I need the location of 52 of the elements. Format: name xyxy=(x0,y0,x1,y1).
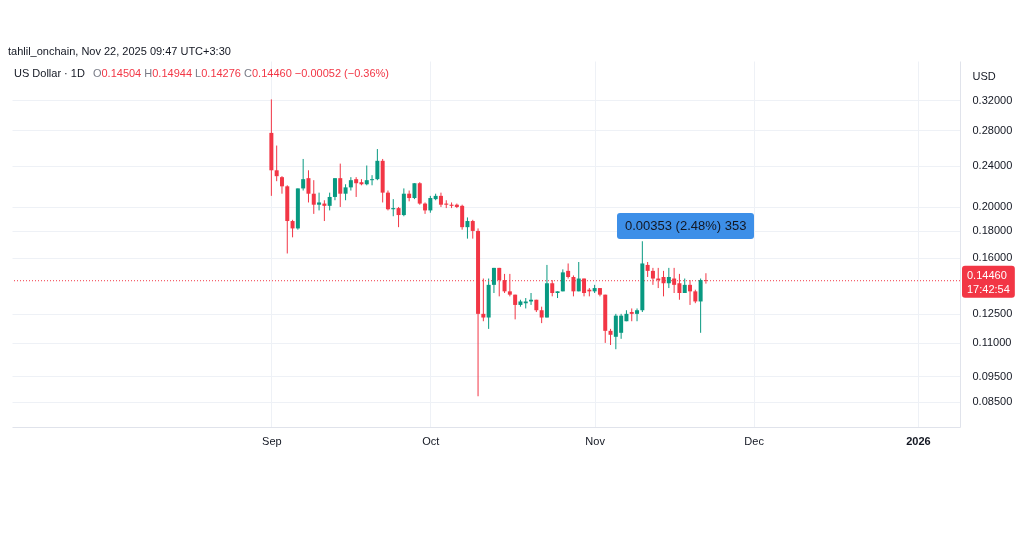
y-tick-label: 0.08500 xyxy=(972,395,1013,408)
candlestick xyxy=(348,176,353,192)
candlestick xyxy=(354,176,359,198)
candlestick xyxy=(385,190,390,211)
text: US Dollar · 1D xyxy=(14,67,85,79)
candlestick xyxy=(311,179,316,215)
x-tick-label: Nov xyxy=(585,434,606,447)
candlestick xyxy=(661,270,666,297)
y-tick-label: 0.18000 xyxy=(972,224,1013,237)
ref-line-label: 0.14460 xyxy=(967,268,1007,281)
candlestick xyxy=(396,206,401,228)
y-tick-label: 0.32000 xyxy=(972,93,1013,106)
candlestick xyxy=(370,174,375,186)
candlestick xyxy=(698,278,703,334)
annotation: 0.00353 (2.48%) 353 xyxy=(625,218,747,233)
y-tick-label: 0.16000 xyxy=(972,251,1013,264)
candlestick xyxy=(306,169,311,203)
candlestick xyxy=(576,261,581,292)
callout-box: 0.00353 (2.48%) 353 xyxy=(617,213,755,239)
candlestick xyxy=(502,273,507,294)
candlestick xyxy=(375,148,380,181)
candlestick xyxy=(338,163,343,208)
candlestick xyxy=(491,267,496,294)
candlestick xyxy=(401,187,406,217)
candlestick xyxy=(635,307,640,322)
candlestick xyxy=(274,145,279,182)
candlestick xyxy=(417,181,422,206)
x-tick-label: Oct xyxy=(422,434,440,447)
y-tick-label: 0.24000 xyxy=(972,159,1013,171)
candlestick xyxy=(279,175,284,195)
y-tick-label: 0.28000 xyxy=(972,123,1013,136)
x-tick-label: 2026 xyxy=(906,434,931,447)
candlestick xyxy=(513,294,518,320)
candlestick xyxy=(301,158,306,192)
candlestick xyxy=(470,219,475,240)
text: 17:42:54 xyxy=(967,282,1010,295)
y-axis-title: USD xyxy=(972,69,996,82)
y-tick-label: 0.20000 xyxy=(972,200,1013,213)
candlestick xyxy=(332,177,337,201)
candlestick xyxy=(566,262,571,280)
candlestick xyxy=(364,165,369,186)
candlestick xyxy=(465,216,470,240)
candlestick xyxy=(666,267,671,289)
y-tick-label: 0.11000 xyxy=(972,336,1012,349)
y-tick-label: 0.12500 xyxy=(972,307,1013,320)
candlestick xyxy=(317,192,322,211)
candlestick xyxy=(703,272,708,285)
text: O0.14504 H0.14944 L0.14276 C0.14460 −0.00052 (−0.36%) xyxy=(92,67,390,79)
x-tick-label: Dec xyxy=(744,434,765,447)
y-tick-label: 0.09500 xyxy=(972,369,1013,382)
text: tahlil_onchain, Nov 22, 2025 09:47 UTC+3:30 xyxy=(8,45,231,58)
x-tick-label: Sep xyxy=(262,434,282,447)
